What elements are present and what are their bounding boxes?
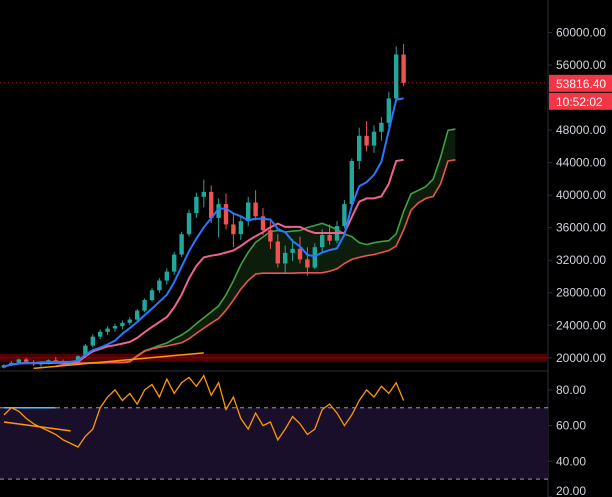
- candle-body: [194, 196, 199, 214]
- candle-body: [135, 310, 140, 320]
- candle-body: [379, 122, 384, 132]
- candle-body: [98, 331, 103, 337]
- price-tick-label: 40000.00: [556, 188, 606, 202]
- candle-body: [83, 345, 88, 357]
- price-tick-label: 32000.00: [556, 253, 606, 267]
- countdown-label: 10:52:02: [556, 95, 603, 109]
- price-tick-label: 48000.00: [556, 123, 606, 137]
- candle-body: [312, 247, 317, 268]
- price-tick-label: 44000.00: [556, 156, 606, 170]
- candle-body: [320, 235, 325, 248]
- candle-body: [216, 204, 221, 218]
- candle-body: [120, 322, 125, 327]
- candle-body: [201, 191, 206, 197]
- conversion-line: [3, 97, 404, 368]
- candle-body: [127, 319, 132, 323]
- candle-body: [223, 204, 229, 225]
- price-tick-label: 56000.00: [556, 58, 606, 72]
- candle-body: [142, 300, 147, 311]
- candle-body: [149, 290, 155, 301]
- price-tick-label: 28000.00: [556, 286, 606, 300]
- rsi-band-background: [0, 407, 548, 480]
- ichimoku-cloud: [55, 129, 456, 367]
- candle-body: [186, 213, 192, 235]
- candle-body: [357, 135, 362, 162]
- last-price-badge: [549, 74, 612, 92]
- candle-body: [16, 359, 21, 363]
- candle-body: [297, 248, 303, 260]
- rsi-tick-label: 20.00: [556, 484, 586, 497]
- candle-body: [75, 356, 81, 362]
- candle-body: [260, 216, 266, 231]
- rsi-tick-label: 40.00: [556, 454, 586, 468]
- price-tick-label: 24000.00: [556, 318, 606, 332]
- candle-body: [305, 259, 310, 268]
- candle-body: [112, 326, 118, 329]
- candle-body: [179, 234, 184, 255]
- candle-body: [24, 359, 29, 362]
- candle-body: [275, 241, 280, 264]
- candle-body: [349, 161, 354, 205]
- candle-body: [394, 54, 399, 99]
- rsi-line: [3, 374, 405, 448]
- candle-body: [342, 204, 347, 227]
- countdown-badge: [549, 92, 612, 110]
- price-tick-label: 60000.00: [556, 26, 606, 40]
- candle-body: [253, 202, 258, 217]
- price-tick-label: 36000.00: [556, 221, 606, 235]
- rsi-tick-label: 60.00: [556, 419, 586, 433]
- candle-body: [290, 248, 295, 253]
- span-b-line: [55, 159, 456, 368]
- candle-body: [283, 252, 288, 264]
- candle-body: [327, 235, 332, 241]
- candle-body: [268, 230, 273, 242]
- candle-body: [231, 224, 236, 235]
- candle-body: [246, 202, 251, 222]
- price-tick-label: 20000.00: [556, 351, 606, 365]
- candle-body: [157, 280, 162, 291]
- candle-body: [364, 135, 369, 146]
- candle-body: [401, 54, 406, 83]
- candle-body: [53, 360, 58, 362]
- candle-body: [371, 131, 377, 146]
- candle-body: [164, 271, 169, 281]
- trendline-price: [33, 352, 204, 370]
- candle-body: [238, 221, 243, 235]
- rsi-tick-label: 80.00: [556, 383, 586, 397]
- candle-body: [1, 365, 7, 368]
- candle-body: [209, 191, 214, 218]
- candle-body: [105, 328, 110, 332]
- candle-body: [386, 98, 391, 123]
- last-price-label: 53816.40: [556, 77, 606, 91]
- rsi-trendline: [3, 421, 71, 432]
- candle-body: [172, 254, 177, 272]
- candle-body: [90, 336, 95, 346]
